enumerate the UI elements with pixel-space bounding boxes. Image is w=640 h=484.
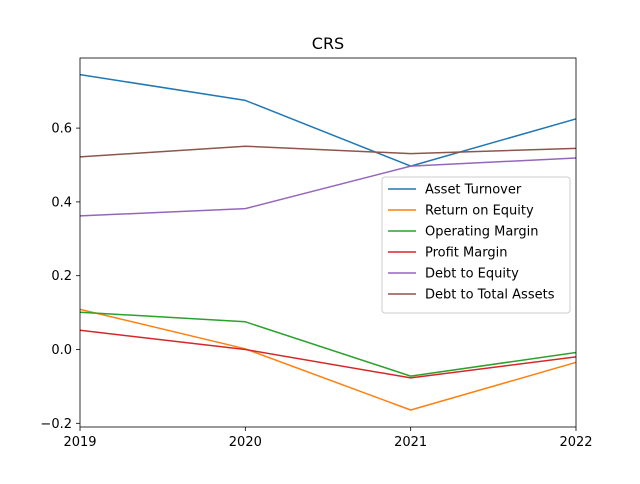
x-tick-label: 2022 [559,435,592,450]
x-tick-label: 2021 [394,435,427,450]
legend-label-5: Debt to Total Assets [425,288,555,303]
y-tick-label: 0.4 [51,195,72,210]
legend-label-0: Asset Turnover [425,183,522,198]
y-tick-label: 0.0 [51,343,72,358]
plot-area [80,73,576,411]
legend-label-4: Debt to Equity [425,267,519,282]
x-tick-label: 2019 [63,435,96,450]
y-tick-label: −0.2 [40,417,72,432]
legend-box [381,176,571,314]
y-tick-label: 0.2 [51,269,72,284]
axes: 2019 2020 2021 2022 −0.2 0.0 0.2 0.4 0.6 [40,57,593,450]
series-line-5 [80,145,576,158]
legend-label-2: Operating Margin [425,225,539,240]
x-tick-label: 2020 [229,435,262,450]
y-tick-label: 0.6 [51,122,72,137]
series-line-2 [80,311,576,377]
legend: Asset Turnover Return on Equity Operating … [381,176,571,314]
series-line-4 [80,157,576,217]
series-line-3 [80,329,576,379]
chart-title: CRS [312,34,344,53]
legend-label-3: Profit Margin [425,246,507,261]
series-lines [80,73,576,411]
plot-frame [79,57,577,428]
series-line-0 [80,73,576,167]
legend-label-1: Return on Equity [425,204,534,219]
series-line-1 [80,308,576,411]
